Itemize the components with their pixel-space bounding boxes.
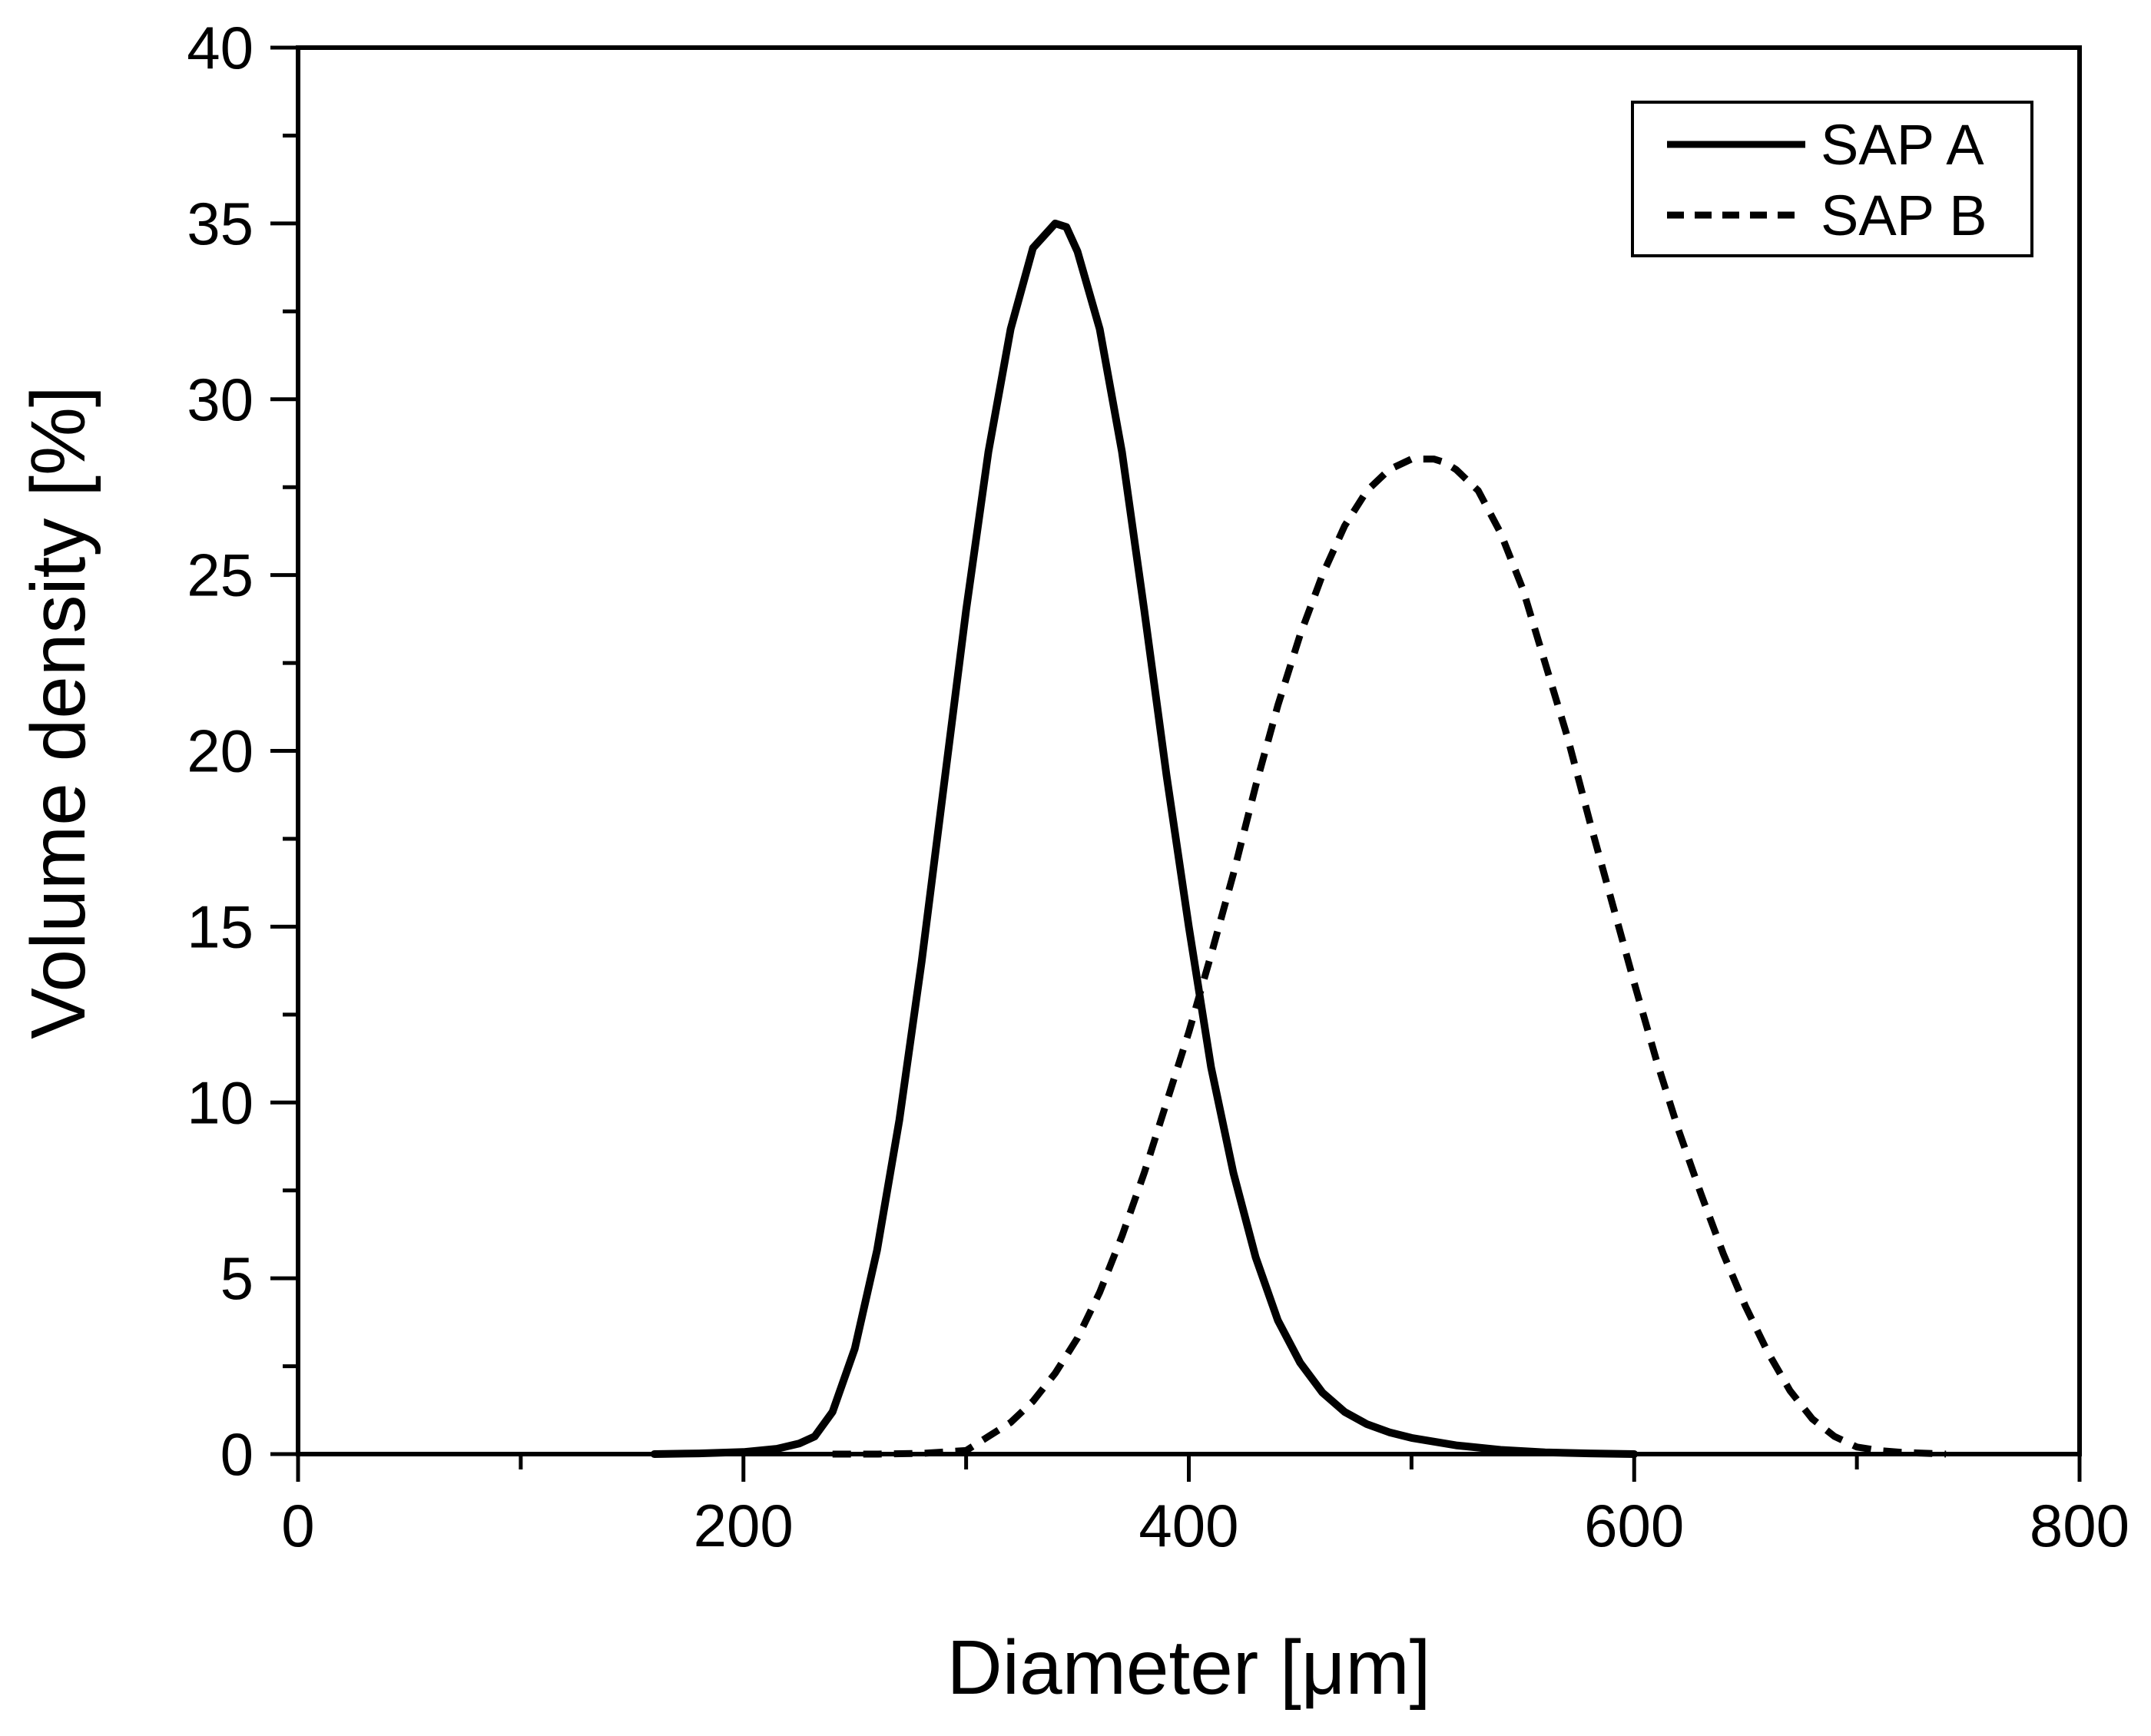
- y-tick-label: 25: [187, 542, 254, 609]
- x-tick-label: 200: [694, 1492, 794, 1559]
- x-tick-label: 600: [1584, 1492, 1684, 1559]
- legend-box: [1631, 101, 2033, 257]
- legend: SAP A SAP B: [1631, 101, 2033, 257]
- y-tick-label: 35: [187, 190, 254, 257]
- plot-series: [650, 219, 1947, 1458]
- y-tick-label: 0: [220, 1420, 254, 1488]
- y-axis-title: Volume density [%]: [15, 386, 101, 1039]
- x-axis-ticks: 0 200 400 600 800: [281, 1454, 2129, 1559]
- x-tick-label: 400: [1138, 1492, 1238, 1559]
- y-tick-label: 30: [187, 366, 254, 433]
- series-line-sap-b: [832, 456, 1947, 1458]
- x-tick-label: 800: [2030, 1492, 2129, 1559]
- y-tick-label: 15: [187, 893, 254, 960]
- y-tick-label: 10: [187, 1068, 254, 1136]
- series-line-sap-a: [650, 219, 1639, 1458]
- x-tick-label: 0: [281, 1492, 314, 1559]
- legend-label-sap-a: SAP A: [1821, 113, 1984, 177]
- y-tick-label: 20: [187, 717, 254, 785]
- plot-frame: [296, 45, 2082, 1456]
- y-tick-label: 5: [220, 1244, 254, 1312]
- y-tick-label: 40: [187, 14, 254, 81]
- legend-label-sap-b: SAP B: [1821, 184, 1987, 247]
- y-axis-ticks: 0 5 10 15 20 25 30 35 40: [187, 14, 298, 1488]
- x-axis-title: Diameter [μm]: [947, 1625, 1431, 1711]
